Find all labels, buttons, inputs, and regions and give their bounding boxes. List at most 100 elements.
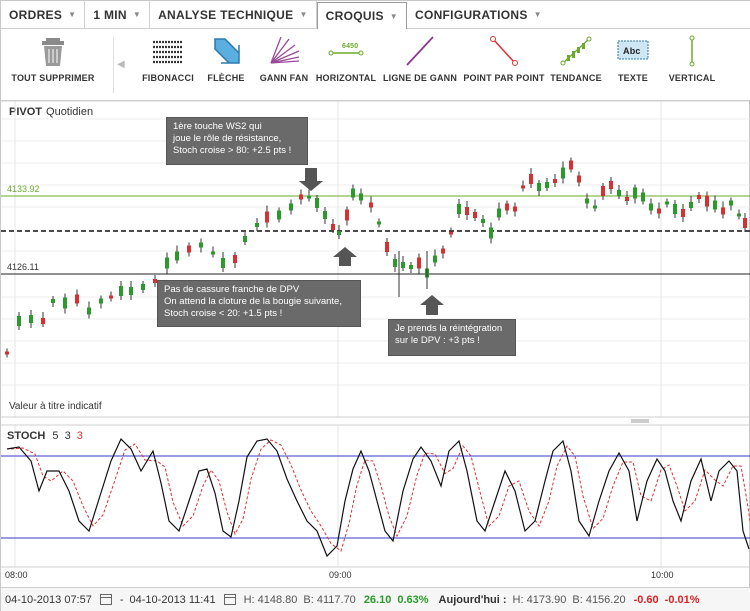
candle-body [331,224,335,230]
toolbar-divider: ◀ [113,37,125,93]
point-to-point-icon [490,36,518,66]
annotation-text: Je prends la réintégration [395,323,503,334]
tool-fibonacci[interactable]: FIBONACCI [141,35,195,83]
chart-grid [1,101,750,567]
period-change: 26.10 [363,593,392,606]
candle-body [351,188,355,198]
candle-body [697,195,701,199]
tool-label: LIGNE DE GANN [382,73,458,83]
candle-body [165,257,169,269]
tool-arrow[interactable]: FLÈCHE [201,35,251,83]
candle-body [359,193,363,201]
chevron-down-icon: ▼ [132,10,142,19]
candle-body [609,181,613,189]
tool-label: TOUT SUPPRIMER [11,73,95,83]
tool-vertical[interactable]: VERTICAL [665,35,719,83]
candle-body [299,194,303,200]
menu-label: CONFIGURATIONS [414,7,528,22]
candle-body [577,175,581,183]
stoch-param: 3 [64,430,71,442]
tool-gann-fan[interactable]: GANN FAN [257,35,311,83]
candle-body [211,251,215,255]
down-arrow-icon [299,168,323,191]
today-low: B: 4156.20 [572,593,626,606]
tool-label: HORIZONTAL [315,73,377,83]
stoch-param: 5 [52,430,59,442]
menu-configurations[interactable]: CONFIGURATIONS ▼ [407,1,550,28]
pane-resize-handle[interactable] [631,419,649,423]
candle-body [681,209,685,217]
stoch-d-line [10,439,750,552]
menu-croquis[interactable]: CROQUIS ▼ [316,2,407,30]
candle-body [689,202,693,208]
candle-body [545,182,549,188]
annotation-box-1[interactable]: 1ère touche WS2 qui joue le rôle de rési… [166,117,308,165]
menu-ordres[interactable]: ORDRES ▼ [1,1,86,28]
candle-body [417,257,421,269]
tool-label: POINT PAR POINT [463,73,545,83]
candle-body [601,186,605,196]
vertical-line-icon [689,35,695,67]
today-change: -0.60 [633,593,659,606]
candle-body [385,242,389,252]
tool-text[interactable]: Abc TEXTE [605,35,661,83]
candle-body [175,251,179,261]
calendar-icon[interactable] [99,594,112,605]
today-change-pct: -0.01% [664,593,700,606]
status-bar: 04-10-2013 07:57 - 04-10-2013 11:41 H: 4… [1,587,750,611]
menu-label: ORDRES [9,7,63,22]
indicator-period: Quotidien [46,106,94,118]
candle-body [441,248,445,254]
up-arrow-icon [420,295,444,315]
support-level-label: 4126.11 [7,262,39,272]
annotation-text: Stoch croise < 20: +1.5 pts ! [164,308,283,319]
candle-body [109,295,113,299]
candle-body [457,204,461,214]
calendar-icon[interactable] [223,594,236,605]
chevron-down-icon: ▼ [389,11,398,21]
candle-body [337,231,341,235]
time-tick-label: 08:00 [5,570,28,580]
period-low: B: 4117.70 [303,593,356,606]
candle-body [737,213,741,217]
annotation-text: Stoch croise > 80: +2.5 pts ! [173,145,292,156]
candle-body [561,167,565,179]
candle-body [513,206,517,212]
annotation-text: sur le DPV : +3 pts ! [395,335,480,346]
tool-gann-line[interactable]: LIGNE DE GANN [381,35,459,83]
gann-fan-icon [270,36,300,64]
menu-timeframe[interactable]: 1 MIN ▼ [85,1,151,28]
period-change-pct: 0.63% [397,593,429,606]
annotation-arrows [299,168,444,315]
annotation-box-3[interactable]: Je prends la réintégration sur le DPV : … [388,319,516,356]
date-separator: - [119,593,124,606]
indicator-name: PIVOT [9,106,43,118]
fibonacci-icon [153,40,183,64]
tool-icon-text: 6450 [342,43,358,50]
candle-body [721,207,725,215]
date-from: 04-10-2013 07:57 [5,593,92,606]
tool-horizontal[interactable]: 6450 HORIZONTAL [313,35,379,83]
tool-point-to-point[interactable]: POINT PAR POINT [461,35,547,83]
candle-body [649,203,653,211]
candle-body [473,212,477,218]
candle-body [521,185,525,189]
candle-body [63,297,67,309]
annotation-box-2[interactable]: Pas de cassure franche de DPV On attend … [157,280,361,327]
tool-label: GANN FAN [259,73,309,83]
tool-label: TEXTE [617,73,648,83]
annotation-text: 1ère touche WS2 qui [173,121,262,132]
tool-label: VERTICAL [668,73,716,83]
candle-body [617,190,621,196]
menu-analyse-technique[interactable]: ANALYSE TECHNIQUE ▼ [150,1,317,28]
candle-body [377,221,381,225]
today-label: Aujourd'hui : [438,593,507,606]
candle-body [119,286,123,296]
candle-body [409,265,413,269]
candle-body [255,223,259,227]
delete-all-button[interactable]: TOUT SUPPRIMER [9,35,97,83]
candle-body [625,197,629,201]
tool-trend[interactable]: TENDANCE [547,35,605,83]
chevron-down-icon: ▼ [533,10,542,19]
